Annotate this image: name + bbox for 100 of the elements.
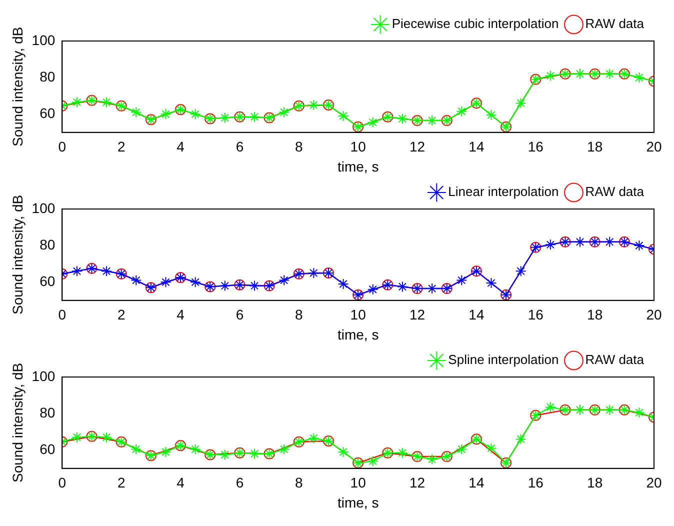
point	[604, 404, 616, 416]
point	[486, 278, 497, 289]
legend-label: Linear interpolation	[448, 184, 559, 200]
y-tick-label: 100	[32, 200, 56, 216]
x-tick-label: 0	[58, 306, 66, 323]
point	[338, 446, 349, 458]
x-tick-label: 18	[587, 138, 603, 155]
legend-label: RAW data	[585, 184, 645, 200]
point	[544, 239, 556, 250]
point	[486, 442, 497, 454]
point	[219, 112, 230, 124]
point	[367, 284, 378, 295]
legend-label: RAW data	[585, 16, 645, 32]
x-tick-label: 2	[117, 306, 126, 323]
point	[456, 274, 468, 286]
x-tick-label: 20	[646, 306, 662, 323]
point	[71, 432, 82, 443]
point	[604, 236, 616, 248]
x-tick-label: 18	[587, 474, 603, 491]
x-axis-title: time, s	[337, 158, 379, 174]
point	[130, 444, 142, 455]
x-tick-label: 0	[58, 474, 66, 491]
x-tick-label: 0	[58, 138, 66, 155]
point	[249, 448, 260, 460]
x-tick-label: 14	[468, 306, 484, 323]
x-tick-label: 2	[117, 138, 126, 155]
point	[278, 444, 290, 455]
x-axis-title: time, s	[337, 494, 379, 510]
x-tick-label: 14	[468, 474, 484, 491]
point	[574, 404, 586, 416]
point	[367, 116, 378, 128]
y-tick-label: 60	[40, 104, 56, 121]
point	[338, 110, 349, 122]
y-tick-label: 80	[40, 68, 56, 84]
point	[160, 108, 172, 120]
point	[634, 407, 645, 418]
x-tick-label: 6	[236, 474, 244, 491]
point	[396, 113, 408, 124]
point	[190, 108, 201, 120]
point	[515, 266, 526, 277]
point	[101, 432, 112, 443]
y-tick-label: 60	[40, 272, 56, 289]
y-tick-label: 80	[40, 236, 56, 252]
x-tick-label: 12	[409, 474, 426, 491]
point	[160, 446, 172, 458]
point	[160, 276, 172, 288]
x-tick-label: 16	[528, 474, 544, 491]
x-tick-label: 4	[176, 306, 185, 323]
point	[634, 72, 645, 84]
x-tick-label: 8	[294, 138, 303, 155]
point	[101, 96, 112, 108]
point	[456, 444, 468, 455]
point	[130, 274, 142, 286]
x-tick-label: 18	[587, 306, 603, 323]
x-tick-label: 4	[176, 474, 185, 491]
point	[190, 444, 201, 455]
x-tick-label: 10	[350, 474, 366, 491]
point	[278, 106, 290, 118]
point	[71, 96, 82, 108]
legend-label: Piecewise cubic interpolation	[392, 16, 559, 32]
point	[456, 106, 468, 117]
x-tick-label: 4	[176, 138, 185, 155]
point	[604, 68, 616, 80]
y-tick-label: 80	[40, 404, 56, 420]
point	[367, 456, 378, 467]
point	[486, 110, 497, 121]
point	[71, 266, 82, 277]
point	[338, 278, 349, 290]
x-tick-label: 12	[409, 138, 426, 155]
point	[544, 70, 556, 82]
y-tick-label: 100	[32, 368, 56, 384]
y-tick-label: 100	[32, 32, 56, 48]
x-tick-label: 2	[117, 474, 126, 491]
point	[634, 240, 645, 252]
point	[574, 236, 586, 248]
point	[101, 266, 112, 277]
point	[515, 98, 526, 109]
x-tick-label: 16	[528, 306, 544, 323]
point	[219, 449, 230, 460]
x-tick-label: 6	[236, 138, 244, 155]
x-tick-label: 8	[294, 306, 303, 323]
point	[544, 402, 556, 413]
x-axis-title: time, s	[337, 326, 379, 342]
y-axis-title: Sound intensity, dB	[9, 26, 26, 147]
x-tick-label: 20	[646, 138, 662, 155]
point	[426, 454, 438, 465]
legend-label: Spline interpolation	[448, 352, 559, 368]
point	[308, 432, 320, 444]
x-tick-label: 6	[236, 306, 244, 323]
x-tick-label: 8	[294, 474, 303, 491]
y-tick-label: 60	[40, 440, 56, 457]
point	[396, 281, 408, 292]
point	[574, 68, 586, 80]
x-tick-label: 14	[468, 138, 484, 155]
point	[249, 111, 260, 122]
y-axis-title: Sound intensity, dB	[9, 194, 26, 315]
point	[278, 274, 290, 286]
x-tick-label: 12	[409, 306, 426, 323]
point	[130, 106, 142, 118]
point	[249, 280, 260, 292]
